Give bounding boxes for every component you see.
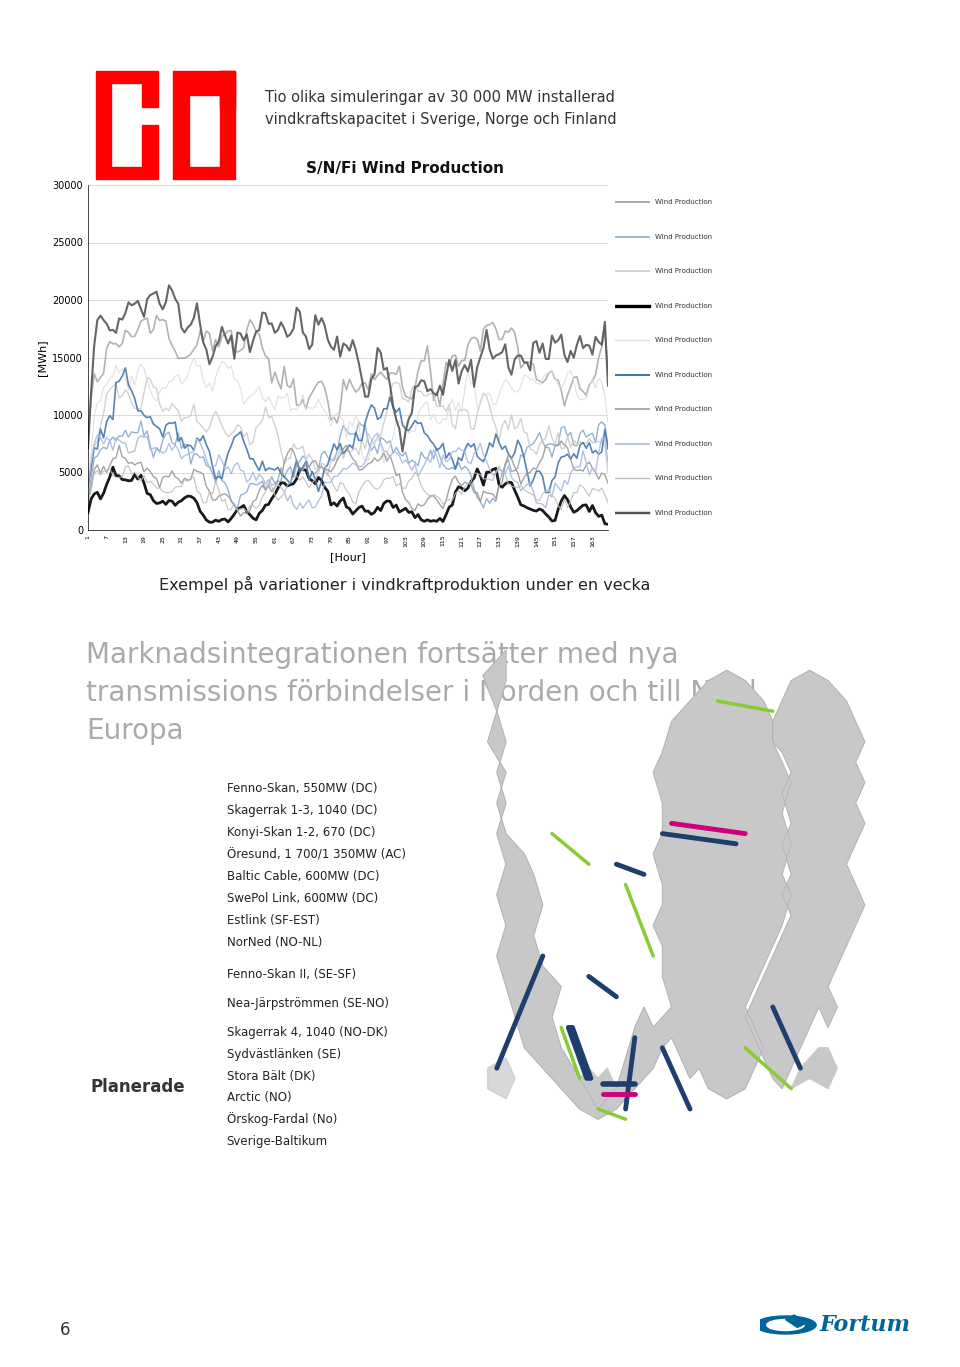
Text: Fortum: Fortum	[820, 1314, 910, 1336]
Text: S/N/Fi Wind Production: S/N/Fi Wind Production	[306, 161, 504, 176]
Text: Baltic Cable, 600MW (DC): Baltic Cable, 600MW (DC)	[227, 869, 379, 883]
Text: Exempel på variationer i vindkraftproduktion under en vecka: Exempel på variationer i vindkraftproduk…	[159, 576, 651, 592]
Text: Örskog-Fardal (No): Örskog-Fardal (No)	[227, 1113, 337, 1126]
Text: Sverige-Baltikum: Sverige-Baltikum	[227, 1135, 327, 1148]
Polygon shape	[488, 1058, 516, 1099]
Text: Arctic (NO): Arctic (NO)	[227, 1091, 291, 1105]
Text: Skagerrak 1-3, 1040 (DC): Skagerrak 1-3, 1040 (DC)	[227, 804, 377, 817]
Text: Wind Production: Wind Production	[655, 372, 711, 377]
Text: Befintliga: Befintliga	[92, 857, 183, 875]
Text: Wind Production: Wind Production	[655, 476, 711, 481]
Text: 6: 6	[60, 1321, 70, 1340]
Text: Nea-Järpströmmen (SE-NO): Nea-Järpströmmen (SE-NO)	[227, 997, 389, 1010]
Polygon shape	[483, 649, 791, 1120]
Text: SwePol Link, 600MW (DC): SwePol Link, 600MW (DC)	[227, 891, 378, 905]
Text: Wind Production: Wind Production	[655, 338, 711, 343]
Text: Planerade: Planerade	[90, 1079, 185, 1096]
Text: market design: market design	[111, 202, 166, 212]
Text: Stora Bält (DK): Stora Bält (DK)	[227, 1069, 315, 1083]
Text: Wind Production: Wind Production	[655, 440, 711, 447]
Text: Fenno-Skan II, (SE-SF): Fenno-Skan II, (SE-SF)	[227, 968, 356, 982]
Circle shape	[767, 1319, 804, 1330]
Text: Sydvästlänken (SE): Sydvästlänken (SE)	[227, 1048, 341, 1061]
Polygon shape	[791, 1047, 837, 1088]
Text: ELFORSK: ELFORSK	[111, 190, 157, 200]
Text: Fenno-Skan, 550MW (DC): Fenno-Skan, 550MW (DC)	[227, 782, 377, 796]
Polygon shape	[745, 670, 865, 1088]
Text: Wind Production: Wind Production	[655, 268, 711, 275]
Polygon shape	[173, 71, 235, 179]
Text: NorNed (NO-NL): NorNed (NO-NL)	[227, 935, 322, 949]
Text: Tio olika simuleringar av 30 000 MW installerad
vindkraftskapacitet i Sverige, N: Tio olika simuleringar av 30 000 MW inst…	[265, 90, 616, 127]
Text: Konyi-Skan 1-2, 670 (DC): Konyi-Skan 1-2, 670 (DC)	[227, 826, 375, 839]
Text: Wind Production: Wind Production	[655, 200, 711, 205]
Text: Marknadsintegrationen fortsätter med nya
transmissions förbindelser i Norden och: Marknadsintegrationen fortsätter med nya…	[86, 641, 757, 745]
Text: Wind Production: Wind Production	[655, 510, 711, 515]
X-axis label: [Hour]: [Hour]	[330, 552, 366, 562]
Polygon shape	[785, 1315, 807, 1327]
Text: Wind Production: Wind Production	[655, 406, 711, 413]
Text: Skagerrak 4, 1040 (NO-DK): Skagerrak 4, 1040 (NO-DK)	[227, 1027, 388, 1039]
Polygon shape	[96, 71, 157, 179]
Text: Wind Production: Wind Production	[655, 302, 711, 309]
Text: Under byggnation: Under byggnation	[67, 982, 208, 997]
Circle shape	[755, 1316, 816, 1334]
Text: Wind Production: Wind Production	[655, 234, 711, 239]
Text: Öresund, 1 700/1 350MW (AC): Öresund, 1 700/1 350MW (AC)	[227, 848, 406, 861]
Text: Estlink (SF-EST): Estlink (SF-EST)	[227, 913, 320, 927]
Polygon shape	[580, 1068, 616, 1120]
Y-axis label: [MWh]: [MWh]	[36, 339, 47, 376]
